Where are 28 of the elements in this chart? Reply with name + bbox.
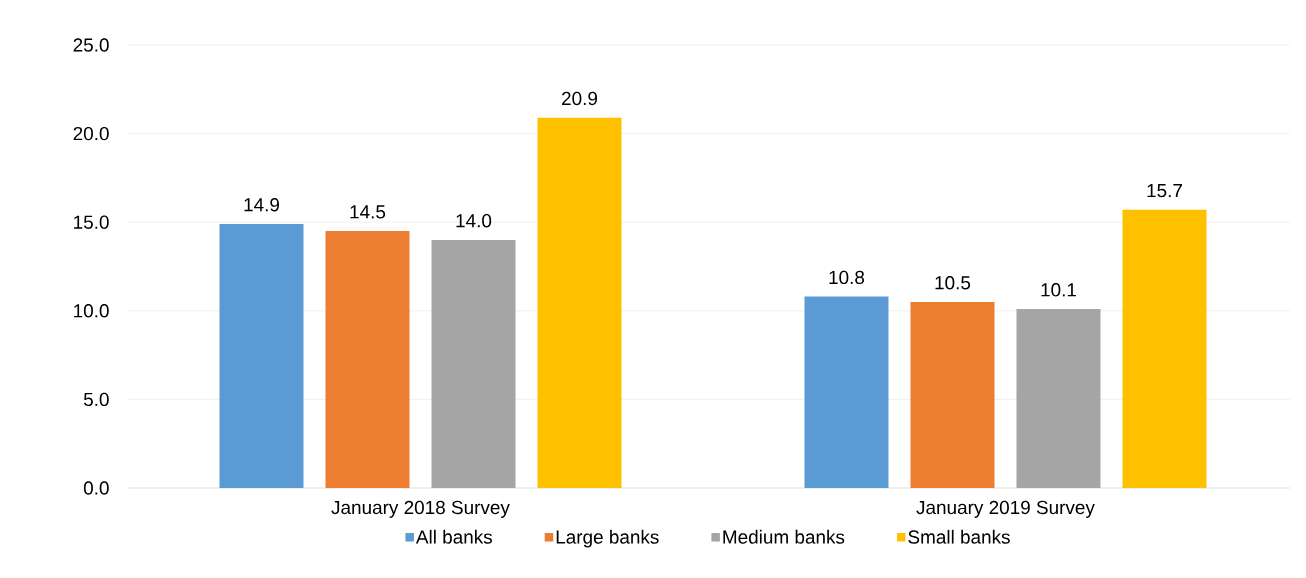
y-tick-label: 10.0 [74,304,109,318]
y-tick-label: 15.0 [74,215,109,229]
bar [537,117,622,488]
data-label: 14.0 [456,214,492,228]
data-label: 15.7 [1147,184,1182,198]
bar [804,296,889,488]
bar [431,239,516,488]
legend-label: All banks [415,529,492,544]
y-tick-label: 20.0 [73,126,109,141]
y-tick-label: 0.0 [83,481,109,495]
legend-label: Medium banks [723,529,845,544]
bar [325,231,410,488]
y-tick-label: 5.0 [83,392,109,407]
x-tick-label: January 2018 Survey [331,500,510,518]
bar [1122,209,1207,488]
legend-label: Large banks [556,529,659,548]
x-tick-label: January 2019 Survey [916,500,1095,518]
data-label: 10.1 [1041,283,1076,297]
bar [910,301,995,488]
data-label: 10.8 [829,270,865,285]
data-label: 20.9 [562,91,598,106]
data-label: 10.5 [935,276,971,290]
legend-label: Small banks [908,529,1010,544]
data-label: 14.5 [350,205,386,219]
bar [219,223,304,488]
y-tick-label: 25.0 [73,38,109,52]
data-label: 14.9 [244,198,280,212]
bar [1016,309,1101,488]
